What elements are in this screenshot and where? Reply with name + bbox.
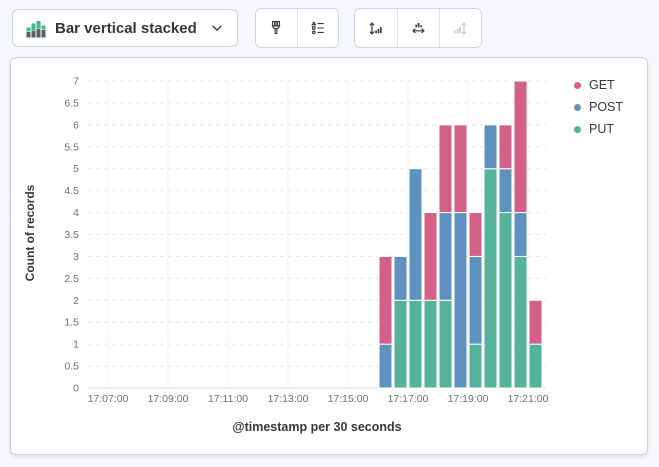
bar-segment-put[interactable] (438, 299, 453, 389)
bar-segment-put[interactable] (393, 299, 408, 389)
legend-label: POST (589, 100, 624, 114)
visual-options-button[interactable] (255, 9, 297, 47)
y-tick-label: 1.5 (64, 317, 79, 329)
x-tick-label: 17:17:00 (388, 393, 429, 405)
bar-segment-get[interactable] (498, 124, 513, 170)
bar-segment-post[interactable] (408, 168, 423, 301)
y-tick-label: 5 (73, 163, 79, 175)
bar-segment-post[interactable] (378, 343, 393, 389)
legend-item-get[interactable]: GET (574, 78, 623, 93)
x-tick-label: 17:09:00 (148, 393, 189, 405)
legend-dot (574, 104, 581, 111)
right-axis-icon (452, 20, 469, 37)
left-axis-button[interactable] (354, 9, 397, 47)
bar-segment-get[interactable] (438, 124, 453, 214)
bar-segment-get[interactable] (528, 299, 543, 345)
y-tick-label: 4.5 (64, 185, 79, 197)
bar-segment-post[interactable] (513, 212, 528, 257)
x-axis-title: @timestamp per 30 seconds (232, 420, 402, 434)
legend-label: GET (589, 78, 615, 92)
style-button-group (254, 8, 339, 48)
legend-list-icon (310, 20, 326, 36)
bar-segment-post[interactable] (468, 255, 483, 345)
y-tick-label: 2 (73, 295, 79, 307)
legend-button[interactable] (296, 9, 338, 47)
chevron-down-icon (210, 21, 224, 35)
chart-canvas: 0 0.5 1 1.5 2 2.5 3 3.5 4 4.5 5 5.5 6 6.5 7 17:07:00 17:… (64, 76, 549, 406)
x-tick-label: 17:15:00 (328, 393, 369, 405)
chart-toolbar: Bar vertical stacked (12, 8, 482, 48)
bar-segment-post[interactable] (483, 124, 498, 170)
bar-segment-post[interactable] (453, 212, 468, 389)
bar-segment-post[interactable] (498, 168, 513, 214)
bottom-axis-button[interactable] (396, 9, 439, 47)
bar-segment-put[interactable] (423, 299, 438, 389)
bar-segment-put[interactable] (513, 255, 528, 389)
bar-segment-put[interactable] (468, 343, 483, 389)
left-axis-icon (367, 20, 384, 37)
y-tick-label: 3.5 (64, 229, 79, 241)
bar-segment-get[interactable] (513, 80, 528, 214)
y-tick-label: 0 (73, 383, 79, 395)
bottom-axis-icon (410, 20, 427, 37)
x-tick-label: 17:07:00 (88, 393, 129, 405)
brush-icon (268, 20, 284, 36)
y-tick-label: 4 (73, 207, 79, 219)
bar-segment-post[interactable] (438, 212, 453, 301)
chart-type-dropdown[interactable]: Bar vertical stacked (12, 9, 238, 47)
legend-dot (574, 82, 581, 89)
x-tick-label: 17:21:00 (508, 393, 549, 405)
bar-segment-put[interactable] (498, 212, 513, 389)
legend-label: PUT (589, 122, 614, 136)
y-axis-title: Count of records (23, 184, 37, 282)
y-tick-label: 3 (73, 251, 79, 263)
bar-segment-put[interactable] (528, 343, 543, 389)
legend-dot (574, 126, 581, 133)
right-axis-button (438, 9, 481, 47)
chart-panel: 0 0.5 1 1.5 2 2.5 3 3.5 4 4.5 5 5.5 6 6.5 7 17:07:00 17:… (10, 57, 648, 455)
chart-type-label: Bar vertical stacked (55, 19, 197, 37)
x-tick-label: 17:19:00 (448, 393, 489, 405)
x-tick-label: 17:13:00 (268, 393, 309, 405)
bar-segment-get[interactable] (423, 212, 438, 301)
y-tick-label: 1 (73, 339, 79, 351)
legend-item-post[interactable]: POST (574, 100, 623, 115)
y-tick-label: 6.5 (64, 97, 79, 109)
bar-segment-post[interactable] (393, 255, 408, 301)
bar-segment-get[interactable] (453, 124, 468, 214)
chart-legend: GET POST PUT (574, 78, 623, 144)
legend-item-put[interactable]: PUT (574, 122, 623, 137)
y-tick-label: 7 (73, 76, 79, 88)
bar-segment-get[interactable] (468, 212, 483, 257)
y-tick-label: 0.5 (64, 361, 79, 373)
y-tick-label: 5.5 (64, 141, 79, 153)
y-tick-label: 2.5 (64, 273, 79, 285)
axis-button-group (353, 8, 482, 48)
bar-segment-put[interactable] (408, 299, 423, 389)
y-tick-label: 6 (73, 119, 79, 131)
bar-segment-put[interactable] (483, 168, 498, 389)
x-tick-label: 17:11:00 (208, 393, 248, 405)
bar-vertical-stacked-icon (26, 18, 46, 38)
bar-segment-get[interactable] (378, 255, 393, 345)
chart-area: 0 0.5 1 1.5 2 2.5 3 3.5 4 4.5 5 5.5 6 6.5 7 17:07:00 17:… (11, 58, 647, 454)
